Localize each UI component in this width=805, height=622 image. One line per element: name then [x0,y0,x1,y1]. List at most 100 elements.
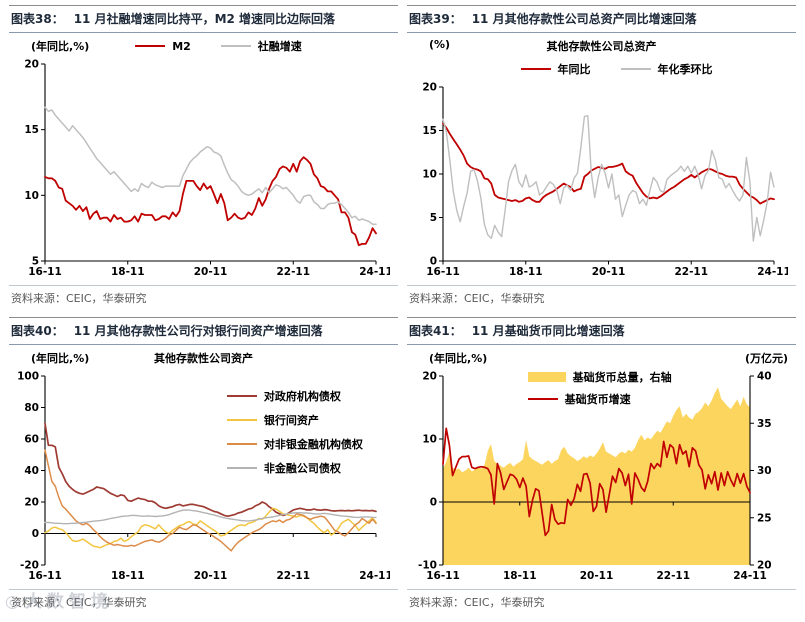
legend-label: 对政府机构债权 [263,389,341,403]
y-axis-tick-label: -20 [20,560,39,572]
x-axis-tick-label: 20-11 [194,266,228,278]
legend-label: 非金融公司债权 [263,461,341,475]
figure-title: 11 月社融增速同比持平，M2 增速同比边际回落 [73,12,336,26]
legend-label: 基础货币增速 [564,393,631,406]
area-series [443,387,750,565]
data-source-note: 资料来源：CEIC，华泰研究 [407,285,796,305]
legend-label: 年同比 [557,63,591,76]
legend-label: 银行间资产 [263,413,319,427]
x-axis-tick-label: 22-11 [656,570,690,582]
legend-item-nonbank-fi: 对非银金融机构债权 [226,436,363,452]
chart-area-40: 16-11 18-11 20-11 22-11 24-11 -20 0 20 40 60 80 100… [9,368,398,588]
series-line [44,509,377,525]
legend-item-qoq: 年化季环比 [620,61,713,77]
legend-item-m2: M2 [135,38,191,54]
x-axis-tick-label: 18-11 [111,266,145,278]
y-axis-tick-label: 20 [24,59,39,71]
y-axis-tick-label: 100 [17,371,39,383]
series-line [44,156,377,247]
chart-top-row: (年同比,%) M2 社融增速 [9,36,398,56]
x-axis-tick-label: 22-11 [276,266,310,278]
source-text: 资料来源：CEIC，华泰研究 [11,596,147,609]
chart-top-row: (年同比,%) 其他存款性公司资产 [9,348,398,368]
chart-area-41: 16-11 18-11 20-11 22-11 24-11 -10 0 10 20 20 25 30 3… [407,368,796,588]
y-axis-unit-label-left: (年同比,%) [429,352,488,365]
x-axis-tick-label: 16-11 [28,570,62,582]
legend-label: 社融增速 [257,40,302,53]
line-chart-odc-breakdown: 16-11 18-11 20-11 22-11 24-11 -20 0 20 40 60 80 100 [17,371,393,583]
y-axis-tick-label: 0 [430,256,437,268]
y-axis-tick-label: 35 [757,418,772,430]
source-text: 资料来源：CEIC，华泰研究 [409,596,545,609]
figure-header-41: 图表41： 11 月基础货币同比增速回落 [407,317,796,345]
y-axis-tick-label: 10 [24,190,39,202]
figure-panel-41: 图表41： 11 月基础货币同比增速回落 (年同比,%) (万亿元) 16-11… [407,317,796,609]
y-axis-unit-label: (年同比,%) [31,352,90,365]
data-source-note: ◎大数智境 资料来源：CEIC，华泰研究 [5,589,398,612]
legend-label: 对非银金融机构债权 [263,437,363,451]
y-axis-tick-label: 20 [422,82,437,94]
chart-legend: 基础货币总量，右轴 基础货币增速 [527,369,672,407]
y-axis-tick-label: 40 [757,371,772,383]
y-axis-tick-label: 0 [32,528,39,540]
x-axis-tick-label: 20-11 [194,570,228,582]
y-axis-tick-label: 20 [757,560,772,572]
x-axis-tick-label: 24-11 [733,570,767,582]
figure-label: 图表38： [11,12,64,26]
y-axis-tick-label: 10 [422,434,437,446]
legend-line-swatch [226,442,257,445]
legend-label: 年化季环比 [657,63,713,76]
legend-line-swatch [527,398,558,400]
chart-top-row: (%) 其他存款性公司总资产 [407,36,796,56]
legend-area-swatch [527,372,566,382]
figure-header-38: 图表38： 11 月社融增速同比持平，M2 增速同比边际回落 [9,5,398,33]
y-axis-tick-label: 20 [24,497,39,509]
series-line [44,106,377,225]
chart-inner-title: 其他存款性公司资产 [154,352,253,365]
figure-grid: 图表38： 11 月社融增速同比持平，M2 增速同比边际回落 (年同比,%) M… [5,5,796,612]
legend-line-swatch [520,68,551,70]
chart-legend-row: 年同比 年化季环比 [407,59,796,79]
series-line [44,507,377,549]
y-axis-tick-label: 0 [430,497,437,509]
legend-line-swatch [620,68,651,70]
series-line [44,449,377,552]
legend-line-swatch [135,45,166,47]
legend-line-swatch [226,418,257,421]
legend-item-base-money-growth: 基础货币增速 [527,391,631,407]
y-axis-tick-label: 80 [24,402,39,414]
x-axis-tick-label: 16-11 [426,266,460,278]
chart-legend: 年同比 年化季环比 [437,61,796,77]
x-axis-tick-label: 24-11 [757,266,788,278]
figure-header-40: 图表40： 11 月其他存款性公司行对银行间资产增速回落 [9,317,398,345]
x-axis-tick-label: 20-11 [592,266,626,278]
legend-item-yoy: 年同比 [520,61,591,77]
y-axis-tick-label: 25 [757,512,772,524]
source-text: 资料来源：CEIC，华泰研究 [11,292,147,305]
legend-line-swatch [220,45,251,47]
y-axis-unit-label: (%) [429,38,451,51]
x-axis-tick-label: 20-11 [580,570,614,582]
legend-item-tsf: 社融增速 [220,38,302,54]
legend-item-interbank: 银行间资产 [226,412,363,428]
y-axis-tick-label: 40 [24,465,39,477]
y-axis-tick-label: 10 [422,169,437,181]
figure-label: 图表40： [11,324,64,338]
legend-line-swatch [226,466,257,469]
line-chart-odc-assets: 16-11 18-11 20-11 22-11 24-11 0 5 10 15 20 [422,82,790,279]
x-axis-tick-label: 16-11 [28,266,62,278]
x-axis-tick-label: 18-11 [503,570,537,582]
series-line [44,422,377,518]
x-axis-tick-label: 22-11 [674,266,708,278]
source-text: 资料来源：CEIC，华泰研究 [409,292,545,305]
y-axis-tick-label: -10 [418,560,437,572]
x-axis-tick-label: 24-11 [359,570,390,582]
x-axis-tick-label: 16-11 [426,570,460,582]
chart-legend: 对政府机构债权 银行间资产 对非银金融机构债权 非金融公司债权 [226,388,363,476]
area-line-chart-base-money: 16-11 18-11 20-11 22-11 24-11 -10 0 10 20 20 25 30 3… [418,371,772,583]
chart-inner-title: 其他存款性公司总资产 [546,40,657,53]
chart-legend: M2 社融增速 [39,38,398,54]
y-axis-tick-label: 5 [32,256,39,268]
data-source-note: 资料来源：CEIC，华泰研究 [407,589,796,609]
y-axis-unit-label-right: (万亿元) [744,352,788,365]
